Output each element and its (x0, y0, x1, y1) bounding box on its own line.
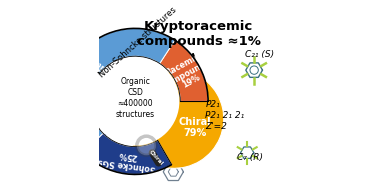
Wedge shape (160, 40, 208, 101)
Text: P2₁
P2₁ 2₁ 2₁
Z'=2: P2₁ P2₁ 2₁ 2₁ Z'=2 (206, 100, 245, 131)
Text: Organic
CSD
≈400000
structures: Organic CSD ≈400000 structures (115, 77, 155, 119)
Wedge shape (83, 133, 172, 174)
Wedge shape (112, 70, 161, 123)
Wedge shape (95, 126, 144, 139)
Text: Chiral
79%: Chiral 79% (178, 117, 211, 138)
Circle shape (137, 136, 156, 155)
Wedge shape (127, 69, 224, 168)
Text: C₂₁ (S): C₂₁ (S) (246, 50, 275, 59)
Text: Achiral compounds
56%: Achiral compounds 56% (50, 30, 128, 98)
Wedge shape (62, 28, 175, 153)
Text: Chiral: Chiral (148, 149, 164, 166)
Text: C₇ (R): C₇ (R) (237, 153, 263, 162)
Circle shape (91, 57, 180, 146)
Text: Sohncke SGs
25%: Sohncke SGs 25% (98, 147, 157, 173)
Text: Racemic
compounds
19%: Racemic compounds 19% (158, 49, 216, 97)
Text: Achiral
20%: Achiral 20% (111, 88, 144, 107)
Text: Kryptoracemic
compounds ≈1%: Kryptoracemic compounds ≈1% (137, 20, 260, 48)
Text: Non-Sohncke structures: Non-Sohncke structures (97, 5, 178, 79)
